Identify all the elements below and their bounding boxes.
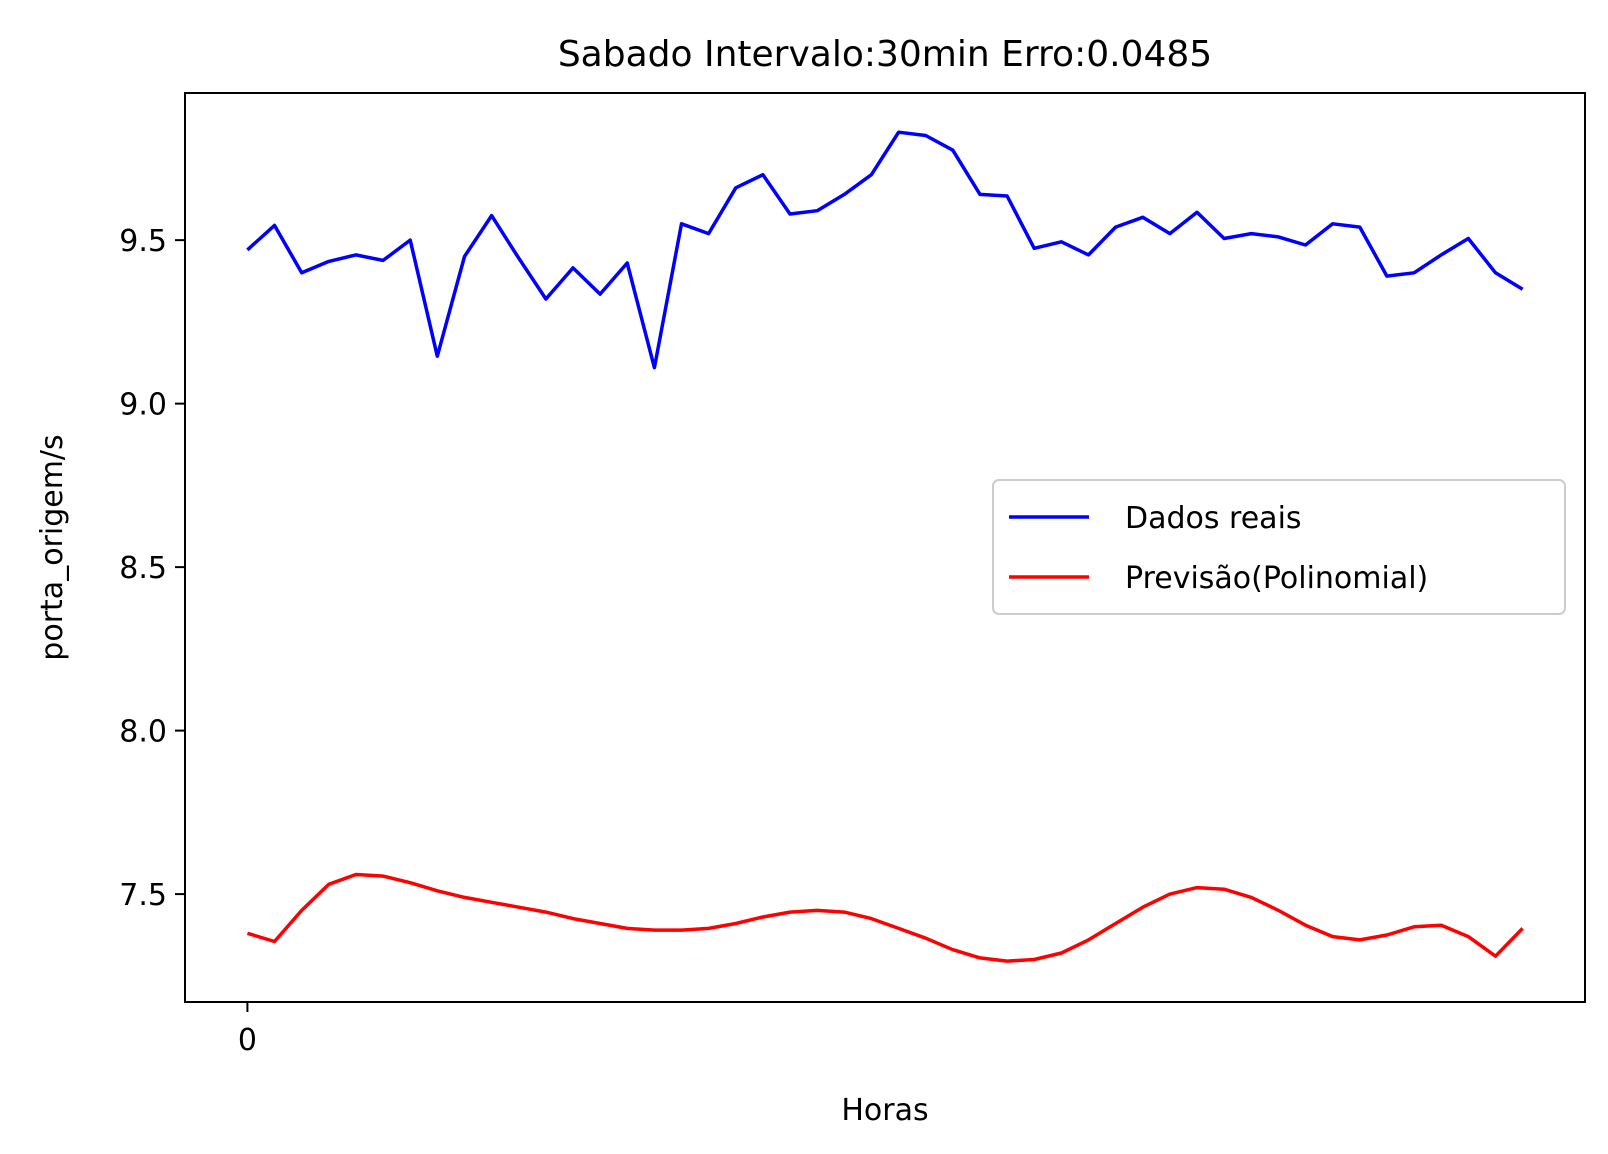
y-tick-label: 8.5 bbox=[119, 551, 167, 586]
legend-label: Previsão(Polinomial) bbox=[1125, 561, 1428, 596]
y-axis-label: porta_origem/s bbox=[35, 434, 70, 660]
x-axis: 0 bbox=[238, 1002, 257, 1058]
legend: Dados reais Previsão(Polinomial) bbox=[992, 479, 1566, 615]
series-line-0 bbox=[246, 130, 1524, 370]
x-axis-label: Horas bbox=[841, 1093, 928, 1128]
legend-label: Dados reais bbox=[1125, 501, 1302, 536]
y-tick-label: 9.5 bbox=[119, 224, 167, 259]
legend-box bbox=[992, 479, 1566, 615]
chart-title: Sabado Intervalo:30min Erro:0.0485 bbox=[558, 34, 1212, 75]
series-layer bbox=[246, 130, 1524, 963]
x-tick-label: 0 bbox=[238, 1023, 257, 1058]
y-tick-label: 8.0 bbox=[119, 715, 167, 750]
y-tick-label: 7.5 bbox=[119, 878, 167, 913]
plot-frame bbox=[184, 92, 1586, 1003]
y-tick-label: 9.0 bbox=[119, 388, 167, 423]
y-axis: 7.5 8.0 8.5 9.0 9.5 bbox=[119, 224, 185, 913]
series-line-1 bbox=[246, 872, 1524, 963]
